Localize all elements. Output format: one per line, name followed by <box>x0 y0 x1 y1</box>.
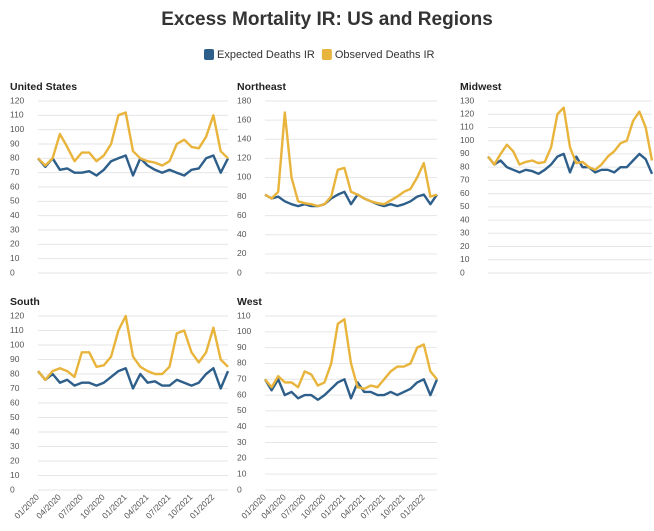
y-tick-label: 80 <box>237 191 247 201</box>
series-line <box>37 314 229 381</box>
y-tick-label: 40 <box>10 210 20 220</box>
y-tick-label: 30 <box>237 437 247 447</box>
y-tick-label: 10 <box>460 254 470 264</box>
panel-title: Midwest <box>460 81 502 93</box>
y-tick-label: 120 <box>10 310 24 320</box>
y-tick-label: 80 <box>237 358 247 368</box>
y-tick-label: 60 <box>10 181 20 191</box>
y-tick-label: 60 <box>237 389 247 399</box>
series-line <box>37 111 229 167</box>
y-tick-label: 90 <box>10 138 20 148</box>
series-line <box>37 367 230 390</box>
legend-label: Expected Deaths IR <box>217 49 315 61</box>
y-tick-label: 120 <box>237 153 251 163</box>
y-tick-label: 20 <box>237 453 247 463</box>
legend-swatch <box>204 49 214 60</box>
y-tick-label: 80 <box>10 368 20 378</box>
panel-title: South <box>10 296 40 308</box>
y-tick-label: 20 <box>10 455 20 465</box>
y-tick-label: 60 <box>237 210 247 220</box>
y-tick-label: 20 <box>460 241 470 251</box>
x-tick-label: 01/2022 <box>188 492 217 521</box>
y-tick-label: 100 <box>10 124 24 134</box>
page-title: Excess Mortality IR: US and Regions <box>161 9 493 30</box>
y-tick-label: 0 <box>237 484 242 494</box>
y-tick-label: 70 <box>460 175 470 185</box>
y-tick-label: 50 <box>10 196 20 206</box>
y-tick-label: 70 <box>10 383 20 393</box>
y-tick-label: 120 <box>10 95 24 105</box>
y-tick-label: 70 <box>10 167 20 177</box>
y-tick-label: 130 <box>460 95 474 105</box>
y-tick-label: 50 <box>10 412 20 422</box>
y-tick-label: 110 <box>460 122 474 132</box>
y-tick-label: 50 <box>460 201 470 211</box>
legend-swatch <box>321 49 332 60</box>
y-tick-label: 0 <box>460 267 465 277</box>
y-tick-label: 90 <box>237 342 247 352</box>
panel-title: United States <box>10 81 77 93</box>
y-tick-label: 70 <box>237 374 247 384</box>
y-tick-label: 100 <box>237 326 251 336</box>
series-line <box>37 154 230 177</box>
y-tick-label: 60 <box>460 188 470 198</box>
y-tick-label: 110 <box>10 325 24 335</box>
series-line <box>263 378 439 401</box>
y-tick-label: 10 <box>10 253 20 263</box>
series-line <box>264 318 438 390</box>
y-tick-label: 140 <box>237 133 251 143</box>
y-tick-label: 30 <box>460 228 470 238</box>
y-tick-label: 90 <box>10 354 20 364</box>
y-tick-label: 160 <box>237 114 251 124</box>
y-tick-label: 30 <box>10 224 20 234</box>
y-tick-label: 110 <box>237 310 251 320</box>
legend-label: Observed Deaths IR <box>335 49 435 61</box>
series-line <box>487 152 654 175</box>
y-tick-label: 20 <box>10 239 20 249</box>
y-tick-label: 20 <box>237 248 247 258</box>
y-tick-label: 0 <box>10 267 15 277</box>
panel-title: Northeast <box>237 81 287 93</box>
y-tick-label: 100 <box>460 135 474 145</box>
y-tick-label: 120 <box>460 108 474 118</box>
y-tick-label: 40 <box>237 421 247 431</box>
y-tick-label: 100 <box>237 172 251 182</box>
series-line <box>487 106 654 171</box>
y-tick-label: 0 <box>10 484 15 494</box>
y-tick-label: 40 <box>10 426 20 436</box>
y-tick-label: 30 <box>10 441 20 451</box>
y-tick-label: 50 <box>237 405 247 415</box>
y-tick-label: 90 <box>460 148 470 158</box>
y-tick-label: 60 <box>10 397 20 407</box>
y-tick-label: 110 <box>10 110 24 120</box>
panel-title: West <box>237 296 262 308</box>
y-tick-label: 80 <box>10 153 20 163</box>
y-tick-label: 80 <box>460 161 470 171</box>
y-tick-label: 100 <box>10 339 24 349</box>
series-line <box>264 111 438 208</box>
y-tick-label: 40 <box>237 229 247 239</box>
y-tick-label: 10 <box>10 470 20 480</box>
y-tick-label: 0 <box>237 267 242 277</box>
y-tick-label: 180 <box>237 95 251 105</box>
series-line <box>264 190 438 208</box>
y-tick-label: 10 <box>237 468 247 478</box>
y-tick-label: 40 <box>460 214 470 224</box>
